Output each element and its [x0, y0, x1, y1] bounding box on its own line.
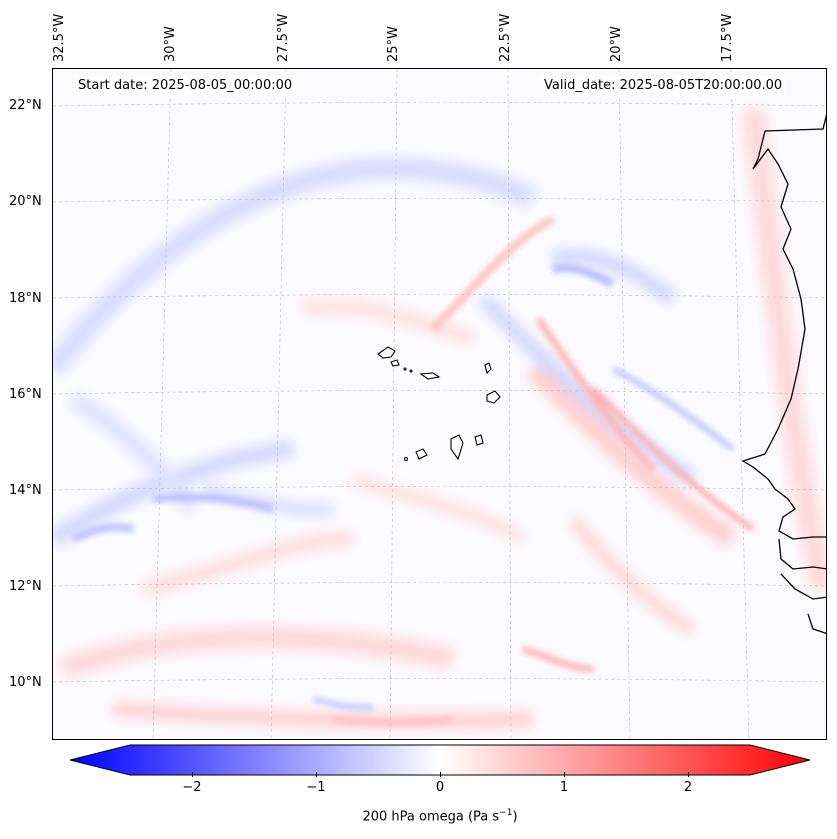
map-panel [52, 68, 827, 740]
lon-label-32-5w: 32.5°W [52, 14, 67, 62]
colorbar-tick-mark [192, 772, 193, 777]
colorbar-tick-mark [688, 772, 689, 777]
colorbar-scale [70, 745, 810, 775]
colorbar-tick-label: −2 [182, 780, 201, 795]
lat-label-22n: 22°N [9, 98, 42, 113]
colorbar-tick-label: 1 [560, 780, 568, 795]
colorbar-tick-mark [316, 772, 317, 777]
lon-label-25w: 25°W [386, 26, 401, 62]
colorbar-tick-label: 2 [684, 780, 692, 795]
lon-label-22-5w: 22.5°W [498, 14, 513, 62]
colorbar-tick-label: −1 [306, 780, 325, 795]
lat-label-14n: 14°N [9, 483, 42, 498]
lon-label-20w: 20°W [609, 26, 624, 62]
omega-field-map [53, 69, 827, 740]
lat-label-16n: 16°N [9, 387, 42, 402]
lat-label-18n: 18°N [9, 291, 42, 306]
lat-label-12n: 12°N [9, 579, 42, 594]
omega-shading [53, 109, 823, 721]
lon-label-17-5w: 17.5°W [720, 14, 735, 62]
lon-label-30w: 30°W [163, 26, 178, 62]
lon-label-27-5w: 27.5°W [276, 14, 291, 62]
valid-date-label: Valid_date: 2025-08-05T20:00:00.00 [540, 76, 786, 96]
start-date-label: Start date: 2025-08-05_00:00:00 [74, 76, 296, 96]
colorbar-tick-label: 0 [436, 780, 444, 795]
cape-verde-islands [378, 347, 500, 461]
colorbar-tick-mark [564, 772, 565, 777]
colorbar-tick-mark [440, 772, 441, 777]
colorbar-label: 200 hPa omega (Pa s−1) [0, 808, 837, 824]
lat-label-10n: 10°N [9, 675, 42, 690]
lat-label-20n: 20°N [9, 194, 42, 209]
